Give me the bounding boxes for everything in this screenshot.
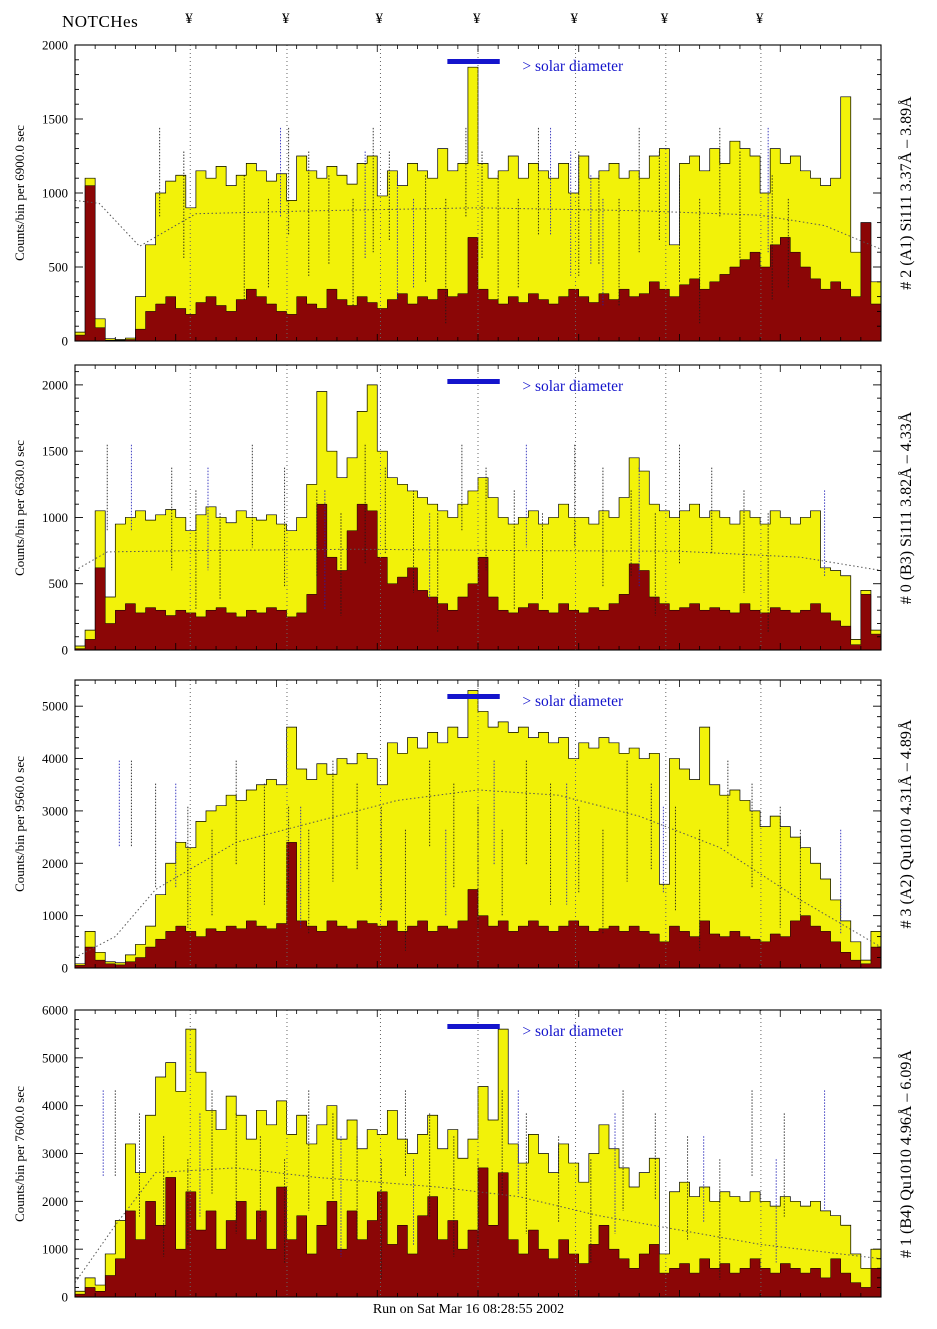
y-tick-label: 5000 — [42, 1050, 68, 1065]
y-tick-label: 500 — [49, 260, 69, 275]
notches-title: NOTCHes — [62, 12, 139, 31]
plot-area: 0 1000 2000 3000 4000 5000 > solar diameter — [42, 679, 882, 976]
y-tick-label: 2000 — [42, 38, 68, 53]
solar-diameter-bar — [447, 1024, 500, 1029]
spectrum-panel-a2: 0 1000 2000 3000 4000 5000 > solar diameter Co… — [0, 650, 937, 976]
smoothed-curve — [74, 1167, 882, 1283]
panel-right-label: # 2 (A1) Si111 3.37Å – 3.89Å — [898, 96, 915, 290]
spectrum-plot-svg: 0 1000 2000 3000 4000 5000 6000 > solar diamete… — [42, 1003, 882, 1305]
notch-marker-icon: ¥ — [375, 11, 383, 27]
y-tick-label: 3000 — [42, 803, 68, 818]
y-tick-label: 2000 — [42, 1194, 68, 1209]
notch-marker-icon: ¥ — [473, 11, 481, 27]
y-tick-label: 0 — [62, 643, 69, 658]
y-tick-label: 1500 — [42, 112, 68, 127]
y-tick-label: 1500 — [42, 444, 68, 459]
solar-diameter-label: > solar diameter — [522, 693, 624, 710]
panel-right-label: # 1 (B4) Qu1010 4.96Å – 6.09Å — [898, 1049, 915, 1258]
y-tick-label: 2000 — [42, 377, 68, 392]
spectrum-plot-svg: 0 500 1000 1500 2000 > solar diameter — [42, 364, 882, 658]
y-axis-title: Counts/bin per 6630.0 sec — [12, 439, 27, 576]
y-axis-title: Counts/bin per 7600.0 sec — [12, 1085, 27, 1222]
y-tick-label: 1000 — [42, 1242, 68, 1257]
notch-marker-icon: ¥ — [755, 11, 764, 27]
spectrum-plot-svg: 0 1000 2000 3000 4000 5000 > solar diameter — [42, 679, 882, 976]
y-tick-label: 1000 — [42, 908, 68, 923]
y-tick-label: 5000 — [42, 699, 68, 714]
spectrum-panel-b3: 0 500 1000 1500 2000 > solar diameter Counts/… — [0, 341, 937, 658]
y-tick-label: 3000 — [42, 1146, 68, 1161]
y-tick-label: 1000 — [42, 510, 68, 525]
plot-area: 0 500 1000 1500 2000 > solar diameter — [42, 364, 882, 658]
maroon-histogram — [74, 185, 882, 342]
plot-area: 0 1000 2000 3000 4000 5000 6000 > solar diamete… — [42, 1003, 882, 1305]
run-timestamp: Run on Sat Mar 16 08:28:55 2002 — [372, 1302, 565, 1317]
notch-marker-icon: ¥ — [660, 11, 669, 27]
spectrum-plot-svg: 0 500 1000 1500 2000 > solar diameter — [42, 38, 882, 349]
y-tick-label: 0 — [62, 1290, 69, 1305]
notch-marker-icon: ¥ — [281, 11, 290, 27]
solar-diameter-bar — [447, 59, 500, 64]
panel-right-label: # 3 (A2) Qu1010 4.31Å – 4.89Å — [898, 719, 915, 929]
solar-diameter-label: > solar diameter — [522, 378, 624, 395]
y-tick-label: 2000 — [42, 856, 68, 871]
plot-area: 0 500 1000 1500 2000 > solar diameter — [42, 38, 882, 349]
y-tick-label: 1000 — [42, 186, 68, 201]
smoothed-curve — [74, 789, 882, 958]
solar-diameter-label: > solar diameter — [522, 1023, 624, 1040]
y-tick-label: 500 — [49, 576, 69, 591]
notch-marker-icon: ¥ — [185, 11, 193, 27]
notch-marker-icon: ¥ — [570, 11, 579, 27]
solar-diameter-label: > solar diameter — [522, 58, 624, 75]
notches-header: NOTCHes ¥ ¥ ¥ ¥ ¥ ¥ ¥ — [0, 0, 937, 42]
y-tick-label: 4000 — [42, 751, 68, 766]
yellow-histogram — [74, 690, 882, 969]
y-tick-label: 4000 — [42, 1098, 68, 1113]
y-tick-label: 0 — [62, 334, 69, 349]
spectrum-panel-a1: 0 500 1000 1500 2000 > solar diameter Counts/… — [0, 38, 937, 349]
panel-right-label: # 0 (B3) Si111 3.82Å – 4.33Å — [898, 411, 915, 604]
y-tick-label: 6000 — [42, 1003, 68, 1018]
y-axis-title: Counts/bin per 6900.0 sec — [12, 125, 27, 261]
y-axis-title: Counts/bin per 9560.0 sec — [12, 756, 27, 892]
y-tick-label: 0 — [62, 961, 69, 976]
solar-diameter-bar — [447, 694, 500, 699]
spectrum-panel-b4: 0 1000 2000 3000 4000 5000 6000 > solar diamete… — [0, 968, 937, 1305]
smoothed-curve — [74, 199, 882, 250]
solar-diameter-bar — [447, 379, 500, 384]
